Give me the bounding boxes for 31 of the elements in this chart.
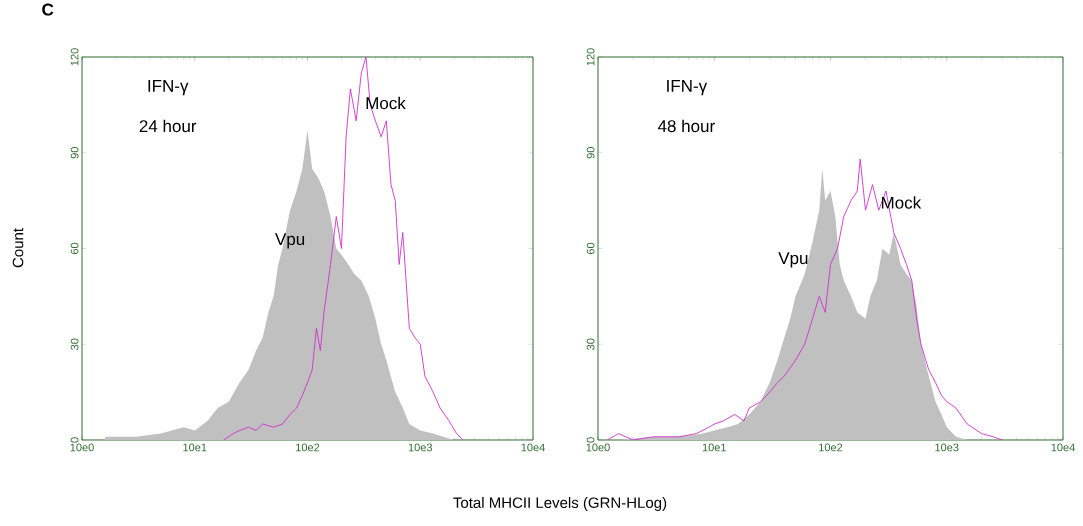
annotation: 24 hour [139,119,197,133]
x-tick-label: 10e4 [1051,443,1075,452]
y-tick-label: 60 [70,242,79,255]
y-tick-label: 120 [70,48,79,66]
x-tick-label: 10e1 [702,443,726,452]
y-tick-label: 30 [70,338,79,350]
annotation: IFN-γ [667,80,708,96]
x-tick-label: 10e2 [296,443,320,452]
chart-title: C [42,3,54,16]
series-label: Mock [366,96,406,110]
annotation: IFN-γ [148,80,189,96]
x-tick-label: 10e4 [521,443,545,452]
x-tick-label: 10e2 [819,443,843,452]
x-tick-label: 10e1 [183,443,207,452]
y-tick-label: 30 [586,338,595,350]
y-tick-label: 120 [586,48,595,66]
series-label: Mock [881,196,922,209]
y-tick-label: 90 [586,147,595,159]
series-label: Vpu [778,252,808,268]
x-tick-label: 10e3 [408,443,433,452]
y-tick-label: 60 [586,242,595,255]
x-tick-label: 10e0 [70,443,94,452]
y-axis-title: Count [12,228,24,268]
x-tick-label: 10e0 [586,443,610,452]
y-tick-label: 0 [586,437,595,443]
y-tick-label: 90 [70,147,79,159]
x-axis-title: Total MHCII Levels (GRN-HLog) [453,496,667,511]
series-label: Vpu [275,233,305,249]
y-tick-label: 0 [70,437,79,443]
annotation: 48 hour [657,119,715,133]
x-tick-label: 10e3 [935,443,959,452]
